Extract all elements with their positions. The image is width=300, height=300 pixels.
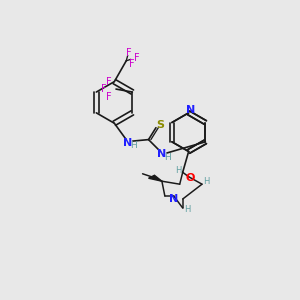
Text: F: F [106,76,111,87]
Polygon shape [148,175,162,181]
Text: N: N [157,149,167,160]
Text: H: H [203,177,210,186]
Text: S: S [156,120,164,130]
Text: F: F [101,84,107,94]
Text: H: H [164,153,171,162]
Text: F: F [129,59,135,69]
Text: H: H [175,166,181,175]
Text: N: N [186,106,196,116]
Text: N: N [123,138,132,148]
Text: F: F [126,48,132,59]
Text: F: F [106,92,111,101]
Text: O: O [185,173,195,183]
Text: F: F [134,53,140,63]
Text: H: H [184,205,190,214]
Text: N: N [169,194,178,204]
Text: H: H [130,141,137,150]
